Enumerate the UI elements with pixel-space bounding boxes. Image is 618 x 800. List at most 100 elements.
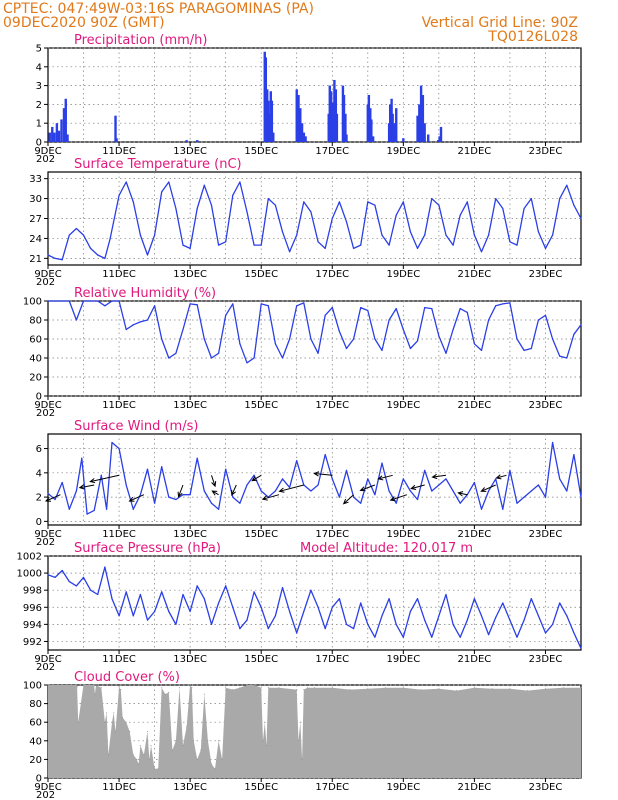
x-tick-label: 15DEC [244,269,278,280]
data-point [75,585,78,587]
data-point [260,687,262,689]
y-tick-label: 0 [36,392,42,403]
data-point [139,234,141,236]
precip-bar [419,85,423,142]
data-point [466,619,468,621]
data-point [438,688,440,690]
data-point [118,194,120,196]
data-point [289,251,291,253]
data-point [274,615,277,617]
panel-frame [47,555,582,651]
data-point [314,687,315,689]
x-tick-label: 17DEC [315,529,349,540]
wind-vector-arrow [128,494,145,502]
data-point [232,303,234,305]
x-tick-label: 19DEC [386,782,420,793]
data-point [196,585,198,587]
data-point [143,754,145,756]
data-point [367,623,369,625]
x-tick-label: 23DEC [529,400,563,411]
data-point [431,636,433,638]
data-point [191,687,193,689]
x-tick-label: 9DEC [34,146,61,157]
x-tick-label: 11DEC [102,654,136,665]
data-point [416,247,419,249]
data-point [281,231,284,233]
y-tick-label: 2 [36,493,42,504]
data-point [331,478,333,480]
data-point [388,598,390,600]
data-point [289,486,291,488]
data-point [317,484,319,486]
data-point [217,602,220,604]
data-point [409,610,412,613]
data-point [217,244,220,246]
data-point [402,201,404,203]
data-point [182,244,184,246]
wind-vector-arrow [359,484,376,492]
data-point [246,362,248,364]
panel-frame [47,300,582,397]
data-point [488,490,490,492]
data-point [509,688,511,690]
data-point [189,684,191,686]
precip-bar [268,113,271,142]
data-point [77,721,79,723]
data-point [225,468,227,470]
data-point [175,498,177,501]
panel-title: Relative Humidity (%) [74,286,216,301]
data-point [115,731,117,732]
x-tick-label: 11DEC [102,782,136,793]
data-point [360,602,362,604]
data-point [232,496,234,498]
data-point [345,623,348,625]
data-point [544,688,546,690]
y-tick-label: 27 [29,214,42,225]
data-point [360,244,362,246]
x-tick-label: 17DEC [315,146,349,157]
y-tick-label: 100 [23,681,42,692]
data-point [459,502,461,504]
wind-vector-arrow [231,484,237,496]
data-point [168,496,170,498]
data-point [111,721,113,723]
data-point [580,324,582,326]
data-point [82,576,85,578]
y-tick-label: 0 [36,138,42,149]
data-point [516,636,518,638]
data-point [193,740,195,742]
data-point [331,307,333,309]
data-point [491,688,493,690]
data-point [523,349,525,351]
panel-title: Cloud Cover (%) [74,670,180,685]
x-tick-label: 11DEC [102,400,136,411]
data-point [473,234,475,236]
data-point [573,632,575,634]
y-tick-label: 80 [29,316,42,327]
data-point [217,352,220,354]
data-point [580,217,582,220]
data-point [374,204,376,206]
data-point [111,598,113,600]
data-point [132,324,134,326]
data-point [154,768,156,770]
data-point [75,490,78,492]
data-point [189,303,191,305]
data-point [296,460,298,462]
data-point [424,619,426,621]
data-point [139,593,141,596]
data-point [466,201,468,203]
header-model-id: TQ0126L028 [487,29,578,45]
cloud-cover-area [48,685,581,778]
x-year-fragment: 202 [36,277,55,288]
data-point [154,305,156,307]
data-point [278,687,280,689]
precip-bar [185,140,188,142]
data-point [136,758,138,760]
wind-vector-arrow [313,471,333,477]
data-point [445,478,447,480]
data-point [420,689,422,691]
data-point [303,201,305,203]
data-point [175,623,177,625]
y-tick-label: 1 [36,119,42,130]
